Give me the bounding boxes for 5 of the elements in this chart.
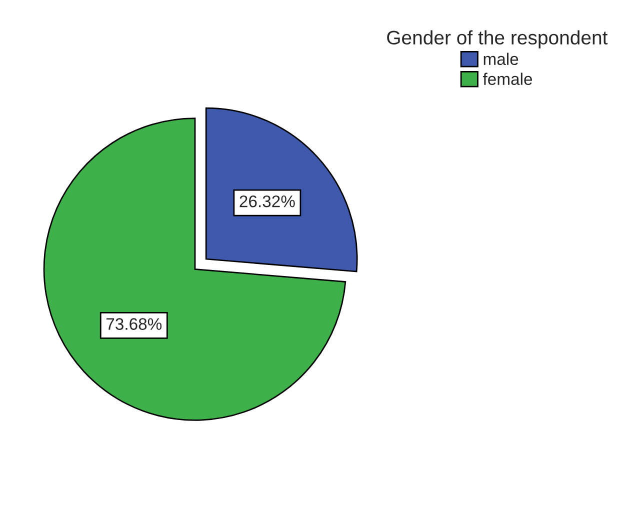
data-label: 73.68% [106, 318, 162, 330]
legend-label: male [484, 52, 518, 66]
legend-label: female [482, 72, 532, 85]
legend-title: Gender of the respondent [387, 30, 608, 48]
data-label: 26.32% [240, 195, 295, 208]
